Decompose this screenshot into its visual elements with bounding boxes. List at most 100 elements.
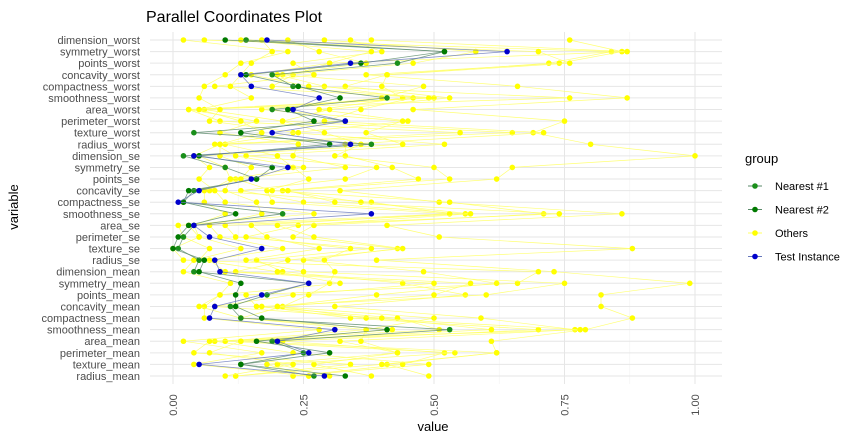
- data-point: [295, 129, 302, 136]
- data-point: [222, 199, 228, 206]
- data-point: [394, 350, 401, 356]
- series-line: [182, 39, 393, 377]
- data-point: [211, 187, 218, 194]
- data-point: [290, 60, 296, 66]
- data-point: [561, 280, 568, 287]
- data-point: [368, 373, 375, 379]
- data-point: [311, 71, 317, 78]
- data-point: [170, 245, 176, 252]
- data-point: [379, 83, 385, 90]
- data-point: [467, 210, 474, 217]
- data-point: [311, 210, 317, 217]
- data-point: [269, 187, 275, 194]
- data-point: [222, 373, 228, 379]
- y-tick-label: texture_worst: [74, 128, 140, 140]
- y-tick-label: radius_mean: [76, 371, 140, 383]
- series-line: [188, 39, 570, 377]
- y-tick-label: symmetry_worst: [60, 47, 140, 59]
- data-point: [332, 326, 338, 333]
- data-point: [561, 118, 568, 124]
- legend: group Nearest #1 Nearest #2 Others Test Ins…: [745, 151, 840, 264]
- data-point: [196, 106, 202, 113]
- data-point: [332, 199, 338, 206]
- data-point: [285, 106, 291, 113]
- data-point: [342, 164, 349, 171]
- data-point: [321, 129, 328, 136]
- data-point: [206, 245, 213, 252]
- data-point: [399, 361, 406, 368]
- data-point: [206, 338, 213, 345]
- data-point: [196, 303, 202, 310]
- data-point: [342, 153, 349, 159]
- data-point: [467, 280, 474, 287]
- data-point: [248, 83, 255, 90]
- data-point: [436, 199, 443, 206]
- data-point: [530, 129, 536, 136]
- x-tick-labels: 0.00 0.25 0.50 0.75 1.00: [168, 394, 702, 415]
- highlight-series-group: [170, 37, 510, 379]
- data-point: [285, 48, 291, 55]
- data-point: [285, 257, 291, 263]
- x-tick-label: 0.00: [168, 394, 180, 415]
- y-tick-label: dimension_mean: [56, 267, 140, 279]
- data-point: [436, 326, 443, 333]
- data-point: [191, 350, 197, 356]
- data-point: [462, 210, 469, 217]
- data-point: [258, 303, 265, 310]
- data-point: [279, 187, 286, 194]
- data-point: [342, 118, 349, 124]
- y-tick-label: area_mean: [84, 336, 140, 348]
- data-point: [206, 315, 213, 321]
- data-point: [258, 292, 265, 298]
- y-tick-label: compactness_worst: [43, 81, 140, 93]
- data-point: [540, 210, 547, 217]
- data-point: [196, 234, 202, 240]
- data-point: [368, 141, 375, 148]
- data-point: [222, 268, 228, 275]
- data-point: [206, 350, 213, 356]
- data-point: [478, 315, 484, 321]
- data-point: [238, 129, 244, 136]
- data-point: [347, 141, 354, 148]
- data-point: [384, 222, 390, 229]
- data-point: [551, 268, 557, 275]
- data-point: [332, 303, 338, 310]
- data-point: [206, 164, 213, 171]
- data-point: [399, 245, 406, 252]
- data-point: [217, 292, 223, 298]
- data-point: [321, 37, 328, 43]
- data-point: [305, 176, 312, 182]
- x-tick-label: 1.00: [690, 394, 702, 415]
- data-point: [253, 199, 260, 206]
- data-point: [692, 153, 698, 159]
- data-point: [384, 71, 390, 78]
- data-point: [258, 37, 265, 43]
- data-point: [274, 338, 281, 345]
- others-series-group: [170, 37, 698, 379]
- data-point: [342, 373, 349, 379]
- data-point: [358, 141, 364, 148]
- data-point: [446, 326, 453, 333]
- data-point: [243, 234, 249, 240]
- data-point: [279, 210, 286, 217]
- data-point: [535, 268, 542, 275]
- data-point: [493, 350, 500, 356]
- data-point: [394, 245, 401, 252]
- data-point: [238, 118, 244, 124]
- data-point: [269, 106, 275, 113]
- y-tick-label: points_worst: [78, 58, 140, 70]
- data-point: [274, 303, 281, 310]
- data-point: [321, 373, 328, 379]
- data-point: [446, 176, 453, 182]
- series-line: [188, 39, 544, 377]
- data-point: [191, 129, 197, 136]
- data-point: [363, 315, 369, 321]
- y-tick-label: radius_worst: [78, 139, 140, 151]
- data-point: [410, 106, 416, 113]
- data-point: [248, 176, 255, 182]
- data-point: [232, 153, 239, 159]
- data-point: [347, 361, 354, 368]
- data-point: [222, 338, 228, 345]
- data-point: [222, 210, 228, 217]
- data-point: [556, 60, 563, 66]
